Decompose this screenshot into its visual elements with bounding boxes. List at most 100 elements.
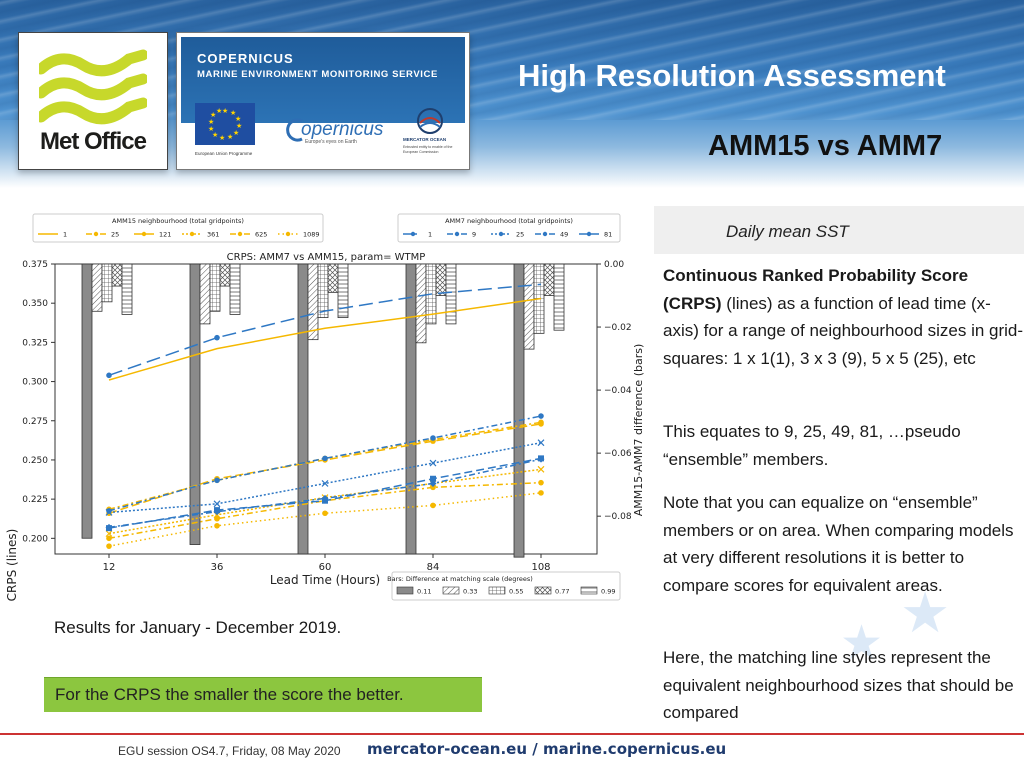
- x-tick-label: 108: [531, 562, 550, 573]
- footer-session: EGU session OS4.7, Friday, 08 May 2020: [118, 744, 341, 758]
- amm7-marker-81: [214, 507, 220, 514]
- bar-0.33: [523, 263, 535, 350]
- star-decoration: ★: [900, 581, 951, 644]
- bar-0.33: [91, 263, 103, 312]
- amm7-marker-81: [322, 497, 328, 504]
- met-office-name: Met Office: [39, 128, 147, 155]
- amm7-marker-25: [537, 439, 545, 447]
- bar-0.33: [199, 263, 211, 325]
- amm7-marker-81: [106, 525, 112, 532]
- amm15-marker-1089: [322, 510, 328, 517]
- y2-tick-label: −0.06: [604, 449, 632, 459]
- bars-legend-label: 0.55: [509, 588, 523, 596]
- amm7-legend-label: 9: [472, 231, 476, 239]
- copernicus-c-icon: [286, 118, 303, 142]
- results-period: Results for January - December 2019.: [54, 618, 342, 637]
- note-box: For the CRPS the smaller the score the b…: [44, 677, 482, 712]
- bar-0.55: [209, 263, 221, 312]
- bars-legend-label: 0.33: [463, 588, 477, 596]
- crps-term: Continuous Ranked Probability Score (CRP…: [663, 266, 969, 313]
- amm15-marker-361: [105, 530, 113, 538]
- page-subtitle: AMM15 vs AMM7: [708, 130, 943, 162]
- y-tick-label: 0.275: [22, 417, 48, 427]
- bars-legend-swatch: [580, 586, 598, 595]
- svg-text:★: ★: [235, 115, 241, 123]
- amm7-marker-1: [214, 334, 220, 341]
- amm7-marker-9: [538, 413, 544, 419]
- crps-chart-svg: CRPS: AMM7 vs AMM15, param= WTMP CRPS (l…: [5, 213, 645, 601]
- bar-0.55: [317, 263, 329, 318]
- amm15-line-361: [108, 468, 542, 535]
- equalize-note: Note that you can equalize on “ensemble”…: [663, 493, 1014, 595]
- copernicus-logo-box: COPERNICUS MARINE ENVIRONMENT MONITORING…: [176, 32, 470, 170]
- amm15-marker-1089: [106, 543, 112, 549]
- amm15-marker-625: [430, 484, 436, 491]
- x-tick-label: 12: [103, 562, 116, 573]
- amm7-marker-25: [105, 509, 113, 516]
- bars-legend-swatch: [534, 586, 552, 595]
- bar-0.33: [307, 263, 319, 341]
- bars-legend-label: 0.99: [601, 588, 615, 596]
- mercator-tagline: Entrusted entity to enable of the Europe…: [403, 145, 453, 154]
- bar-0.77: [435, 263, 447, 296]
- chart-legends: AMM15 neighbourhood (total gridpoints) 1 2…: [32, 213, 621, 601]
- amm7-legend-label: 81: [604, 231, 612, 239]
- met-office-logo: Met Office: [18, 32, 168, 170]
- amm15-legend-label: 361: [207, 231, 219, 239]
- ensemble-members-text: This equates to 9, 25, 49, 81, …pseudo “…: [663, 422, 961, 469]
- chart-title: CRPS: AMM7 vs AMM15, param= WTMP: [227, 252, 426, 263]
- svg-text:★: ★: [233, 129, 239, 137]
- y2-axis-label: AMM15-AMM7 difference (bars): [632, 344, 645, 517]
- y-tick-label: 0.375: [22, 260, 48, 270]
- daily-mean-heading: Daily mean SST: [726, 222, 849, 241]
- footer-url: mercator-ocean.eu / marine.copernicus.eu: [367, 740, 727, 758]
- svg-text:★: ★: [227, 133, 233, 141]
- amm7-legend-title: AMM7 neighbourhood (total gridpoints): [445, 217, 573, 225]
- bar-0.77: [219, 263, 231, 287]
- amm7-line-49: [108, 458, 542, 529]
- bar-0.99: [553, 263, 565, 331]
- bar-0.99: [445, 263, 457, 325]
- met-office-wave-icon: [39, 49, 147, 125]
- copernicus-name: opernicus: [301, 119, 384, 140]
- amm15-marker-625: [538, 479, 544, 486]
- amm15-legend-title: AMM15 neighbourhood (total gridpoints): [112, 217, 244, 225]
- amm15-legend-label: 1089: [303, 231, 320, 239]
- amm15-legend-marker: [141, 231, 147, 237]
- amm7-legend-marker: [586, 231, 592, 237]
- svg-text:★: ★: [208, 125, 214, 133]
- header-banner: [0, 0, 1024, 188]
- bar-0.11: [297, 263, 309, 555]
- amm15-line-1: [108, 297, 542, 381]
- svg-text:★: ★: [222, 107, 228, 115]
- amm15-legend-label: 625: [255, 231, 267, 239]
- mercator-name: MERCATOR OCEAN: [403, 137, 447, 142]
- bars-legend-swatch: [488, 586, 506, 595]
- amm7-legend-marker: [498, 231, 504, 237]
- amm7-legend-marker: [410, 231, 416, 237]
- bars-legend-label: 0.11: [417, 588, 431, 596]
- crps-description: Continuous Ranked Probability Score (CRP…: [663, 262, 1024, 372]
- amm7-legend-marker: [454, 231, 460, 237]
- copernicus-title: COPERNICUS: [197, 51, 294, 66]
- crps-chart: CRPS: AMM7 vs AMM15, param= WTMP CRPS (l…: [0, 210, 653, 610]
- svg-text:★: ★: [216, 107, 222, 115]
- bar-0.77: [543, 263, 555, 296]
- amm7-marker-81: [538, 455, 544, 462]
- svg-text:★: ★: [212, 131, 218, 139]
- bar-0.55: [101, 263, 113, 303]
- bars-legend-swatch: [442, 586, 460, 595]
- amm7-marker-9: [214, 477, 220, 484]
- amm15-legend-label: 25: [111, 231, 119, 239]
- x-tick-label: 60: [319, 562, 332, 573]
- y-tick-label: 0.300: [22, 378, 48, 388]
- copernicus-tagline: Europe's eyes on Earth: [305, 139, 357, 145]
- amm7-marker-1: [106, 372, 112, 379]
- right-heading-bar: [654, 206, 1024, 254]
- amm15-marker-121: [538, 421, 544, 427]
- bar-0.11: [405, 263, 417, 555]
- bar-0.99: [229, 263, 241, 315]
- amm15-marker-1089: [214, 522, 220, 529]
- bar-0.99: [337, 263, 349, 318]
- amm15-legend-box: [32, 213, 324, 243]
